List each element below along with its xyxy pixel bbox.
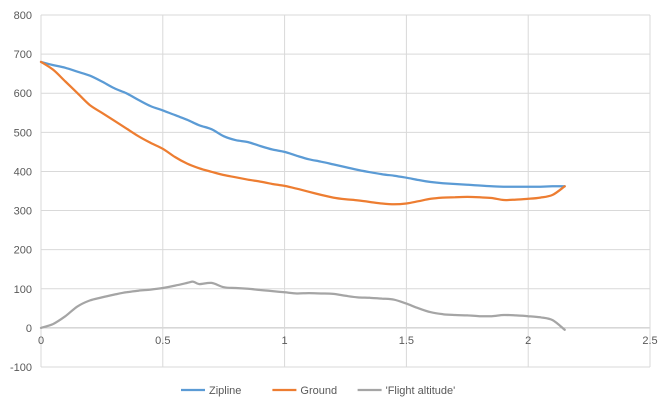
y-tick-label: 500 <box>14 127 32 139</box>
y-tick-label: 700 <box>14 49 32 61</box>
x-tick-label: 0.5 <box>155 335 170 347</box>
y-tick-label: 300 <box>14 206 32 218</box>
y-tick-label: 400 <box>14 166 32 178</box>
legend-label-flight-altitude: 'Flight altitude' <box>386 385 456 397</box>
series-line-ground <box>39 60 566 206</box>
x-tick-label: 2.5 <box>642 335 657 347</box>
y-tick-label: 200 <box>14 245 32 257</box>
legend: Zipline Ground 'Flight altitude' <box>181 385 455 397</box>
y-tick-label: 800 <box>14 10 32 22</box>
grid <box>40 14 651 368</box>
x-tick-label: 1 <box>282 335 288 347</box>
x-tick-label: 1.5 <box>399 335 414 347</box>
series-line-zipline <box>39 60 566 188</box>
y-tick-label: -100 <box>10 362 32 374</box>
x-tick-label: 0 <box>38 335 44 347</box>
series-lines <box>39 60 566 331</box>
y-tick-label: 0 <box>26 323 32 335</box>
x-tick-label: 2 <box>525 335 531 347</box>
axis-labels: -100 0 100 200 300 400 500 600 700 800 0 0.5 1 1.5 2 2.… <box>10 10 658 374</box>
y-tick-label: 100 <box>14 284 32 296</box>
y-tick-label: 600 <box>14 88 32 100</box>
legend-label-ground: Ground <box>300 385 337 397</box>
legend-label-zipline: Zipline <box>209 385 241 397</box>
series-line-flight-altitude <box>39 280 566 331</box>
